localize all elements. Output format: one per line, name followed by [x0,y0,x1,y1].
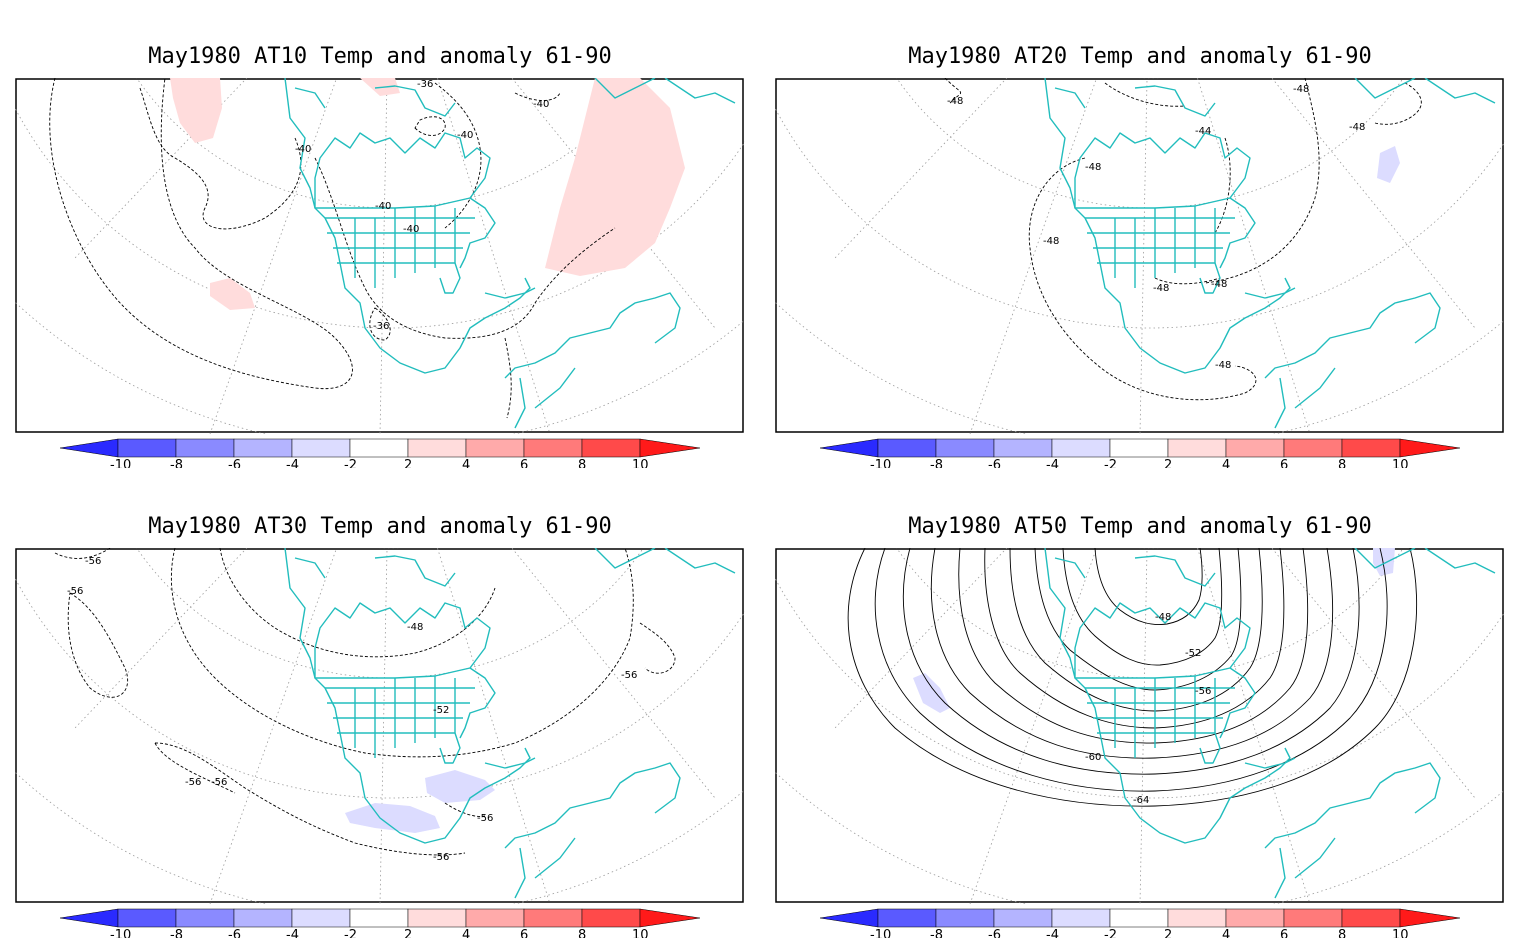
anomaly-shading [1377,146,1400,183]
coastlines [284,548,736,899]
contour-label: -48 [407,622,423,633]
colorbar-label: 10 [632,928,649,938]
colorbar-label: -6 [228,928,241,938]
contour-label-group: -56 -56 -48 -52 -56 -56 -56 -56 -56 [67,556,637,863]
colorbar-label: -2 [344,458,357,468]
contour-label: -56 [67,586,83,597]
colorbar-label: -10 [870,458,891,468]
polar-stereographic-map: -48 -52 -56 -60 -64 [775,548,1505,904]
colorbar-label: 6 [1280,458,1288,468]
colorbar-label: -8 [170,458,183,468]
contour-lines [944,78,1422,401]
anomaly-shading [913,548,1395,713]
colorbar-label: -8 [170,928,183,938]
panel-title: May1980 AT10 Temp and anomaly 61-90 [148,44,612,69]
contour-label: -60 [1085,752,1101,763]
contour-label: -56 [1195,686,1211,697]
polar-stereographic-map: -36 -40 -40 -40 -40 -40 -36 [15,78,745,434]
colorbar-label: -2 [1104,458,1117,468]
colorbar-label: -4 [1046,458,1059,468]
contour-label: -56 [211,777,227,788]
colorbar-label: -4 [286,458,299,468]
colorbar-label: -10 [110,458,131,468]
polar-stereographic-map: -48 -44 -48 -48 -48 -48 -48 -48 -48 [775,78,1505,434]
colorbar-label: 4 [462,928,470,938]
coastlines [1044,548,1496,899]
colorbar-label: -8 [930,928,943,938]
colorbar-label: 2 [404,458,412,468]
contour-label: -40 [533,99,549,110]
colorbar-label: 8 [1338,928,1346,938]
colorbar-label: 6 [520,458,528,468]
contour-label: -48 [1293,84,1309,95]
contour-label: -40 [403,224,419,235]
contour-lines [847,548,1418,807]
colorbar-label: 8 [578,928,586,938]
contour-label: -36 [373,321,389,332]
colorbar-label: 6 [520,928,528,938]
contour-label: -48 [1153,283,1169,294]
contour-label: -48 [1211,279,1227,290]
colorbar-label: -8 [930,458,943,468]
colorbar-label: -2 [344,928,357,938]
contour-label: -48 [1085,162,1101,173]
colorbar-label: 10 [1392,928,1409,938]
polar-stereographic-map: -56 -56 -48 -52 -56 -56 -56 -56 -56 [15,548,745,904]
contour-label: -40 [295,144,311,155]
colorbar-label: 8 [578,458,586,468]
colorbar-label: 2 [1164,928,1172,938]
anomaly-shading [170,78,685,310]
colorbar-label: 6 [1280,928,1288,938]
colorbar-label: 2 [404,928,412,938]
map-panel-at20: May1980 AT20 Temp and anomaly 61-90 [775,44,1505,468]
colorbar-label: 4 [1222,458,1230,468]
contour-label: -52 [1185,648,1201,659]
contour-label: -56 [185,777,201,788]
colorbar-label: -6 [988,928,1001,938]
contour-label: -40 [375,201,391,212]
contour-label: -48 [947,96,963,107]
colorbar-label: -10 [870,928,891,938]
contour-label: -48 [1155,612,1171,623]
contour-label: -56 [621,670,637,681]
colorbar-label: 4 [462,458,470,468]
coastlines [1044,78,1496,429]
contour-label: -44 [1195,126,1211,137]
panel-title: May1980 AT30 Temp and anomaly 61-90 [148,514,612,539]
colorbar-label: 4 [1222,928,1230,938]
colorbar-label: -4 [286,928,299,938]
colorbar-label: -10 [110,928,131,938]
colorbar-label: -4 [1046,928,1059,938]
contour-label: -64 [1133,795,1149,806]
map-panel-at50: May1980 AT50 Temp and anomaly 61-90 [775,514,1505,938]
contour-label-group: -48 -44 -48 -48 -48 -48 -48 -48 -48 [947,84,1365,371]
colorbar-label: 8 [1338,458,1346,468]
colorbar-label: -6 [988,458,1001,468]
colorbar-label: -6 [228,458,241,468]
panel-title: May1980 AT50 Temp and anomaly 61-90 [908,514,1372,539]
contour-label: -56 [477,813,493,824]
contour-label: -52 [433,705,449,716]
contour-lines [54,548,676,856]
anomaly-shading [345,770,495,833]
contour-label: -48 [1215,360,1231,371]
contour-label: -56 [85,556,101,567]
colorbar-label: -2 [1104,928,1117,938]
contour-label: -56 [433,852,449,863]
colorbar-label: 10 [632,458,649,468]
contour-label-group: -48 -52 -56 -60 -64 [1085,612,1211,806]
contour-label-group: -36 -40 -40 -40 -40 -40 -36 [295,79,549,332]
contour-label: -48 [1349,122,1365,133]
contour-label: -36 [417,79,433,90]
contour-label: -48 [1043,236,1059,247]
map-panel-at30: May1980 AT30 Temp and anomaly 61-90 [15,514,745,938]
colorbar-label: 10 [1392,458,1409,468]
coastlines [284,78,736,429]
contour-lines [49,78,616,419]
contour-label: -40 [457,130,473,141]
colorbar-label: 2 [1164,458,1172,468]
map-panel-at10: May1980 AT10 Temp and anomaly 61-90 [15,44,745,468]
panel-title: May1980 AT20 Temp and anomaly 61-90 [908,44,1372,69]
